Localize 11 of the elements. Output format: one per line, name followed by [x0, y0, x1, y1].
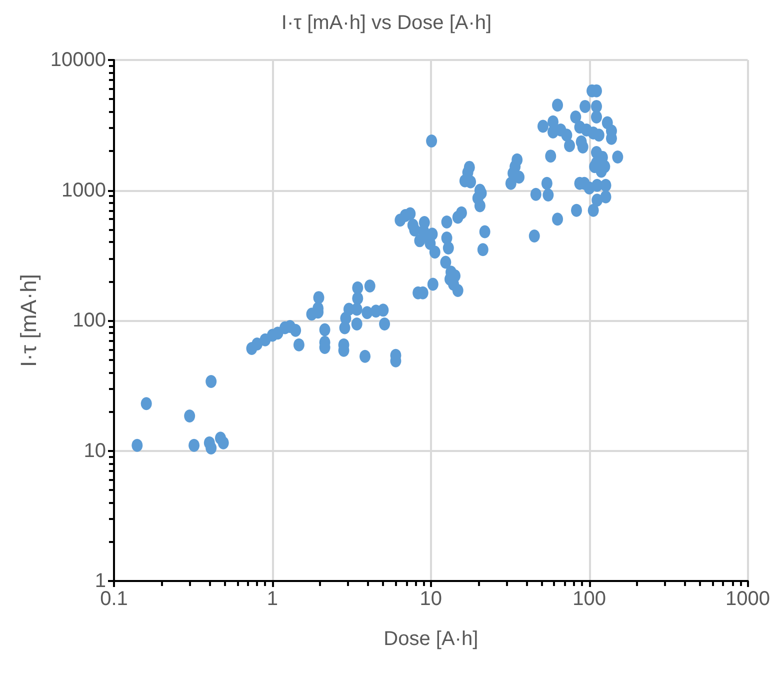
x-tick-label: 1000: [726, 588, 770, 610]
y-axis-title: I·τ [mA·h]: [16, 274, 41, 368]
y-tick-label: 10: [84, 440, 106, 462]
x-axis-title: Dose [A·h]: [384, 628, 478, 650]
y-tick-label: 10000: [50, 49, 106, 71]
y-tick-label: 1000: [62, 179, 106, 202]
x-tick-label: 10: [420, 588, 442, 610]
x-tick-label: 100: [572, 588, 606, 610]
chart-title: I·τ [mA·h] vs Dose [A·h]: [281, 12, 492, 34]
x-tick-label: 1: [266, 588, 278, 610]
y-tick-label: 100: [72, 310, 106, 332]
